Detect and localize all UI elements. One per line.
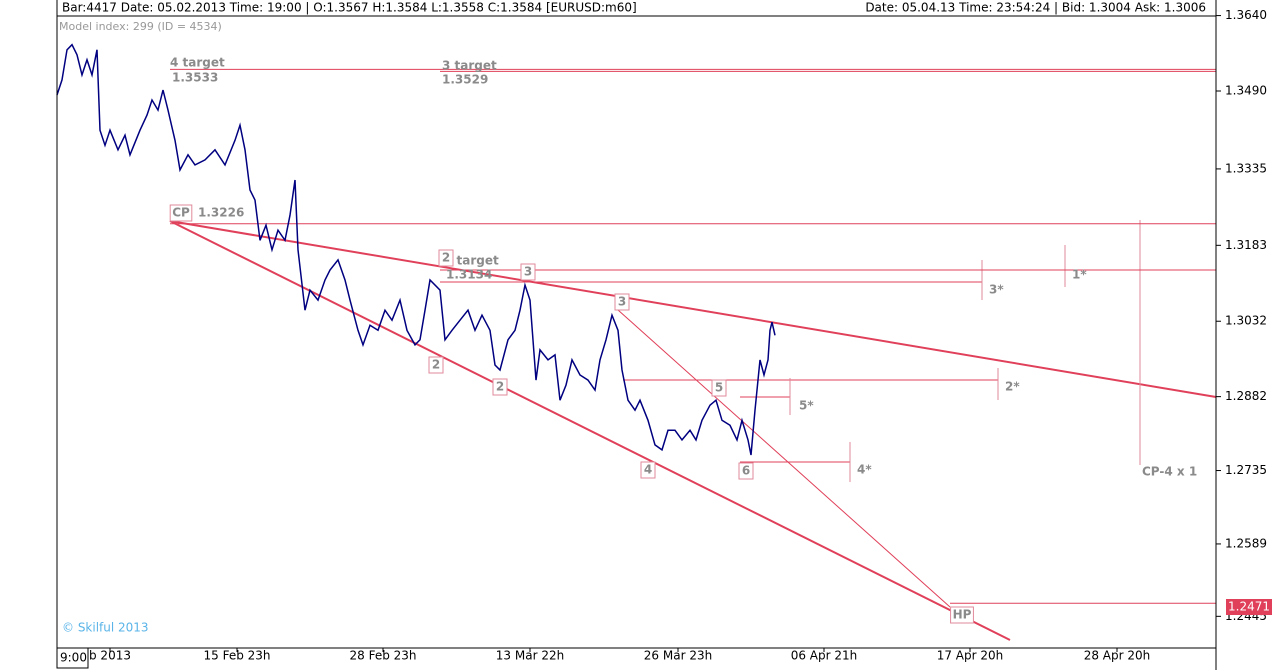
wave-label: 2 (432, 358, 440, 372)
level-price-label: 1.2471 (1228, 600, 1270, 614)
wave-label-box (520, 263, 536, 281)
x-tick-label: 06 Apr 21h (791, 649, 858, 663)
projection-label: 1* (1072, 268, 1087, 282)
x-tick-label: b 2013 (89, 649, 131, 663)
y-tick-label: 1.2735 (1225, 463, 1267, 477)
y-tick-label: 1.3335 (1225, 161, 1267, 175)
y-tick-label: 1.3490 (1225, 83, 1267, 97)
x-tick-label: 17 Apr 20h (937, 649, 1004, 663)
x-tick-label: 28 Feb 23h (349, 649, 416, 663)
thin-trend-line (617, 309, 951, 608)
level-label: 2 target (444, 254, 499, 268)
wave-label: 5 (715, 381, 723, 395)
x-tick-label: 28 Apr 20h (1084, 649, 1151, 663)
level-label-box (950, 606, 974, 624)
level-value: 1.3529 (442, 73, 488, 87)
level-label-box (169, 204, 193, 222)
header-left: Bar:4417 Date: 05.02.2013 Time: 19:00 | … (62, 1, 637, 15)
level-value: 1.3533 (172, 71, 218, 85)
level-label: HP (953, 608, 972, 622)
copyright: © Skilful 2013 (62, 621, 149, 635)
level-price-box (1226, 599, 1272, 615)
y-tick-label: 1.3032 (1225, 314, 1267, 328)
wave-label-box (614, 293, 630, 311)
level-label: CP (172, 206, 190, 220)
y-tick-label: 1.3183 (1225, 238, 1267, 252)
wave-label: 4 (644, 463, 652, 477)
wave-label: 6 (742, 464, 750, 478)
projection-label: 5* (799, 399, 814, 413)
wave-label-box (738, 462, 754, 480)
x-tick-label: 13 Mar 22h (496, 649, 564, 663)
y-tick-label: 1.2882 (1225, 389, 1267, 403)
wave-label: 2 (496, 380, 504, 394)
wave-label: 3 (618, 295, 626, 309)
level-label: 3 target (442, 59, 497, 73)
wave-label: 2 (442, 251, 450, 265)
wave-label-box (492, 378, 508, 396)
x-tick-label: 15 Feb 23h (203, 649, 270, 663)
level-value: 1.3134 (446, 268, 492, 282)
y-tick-label: 1.2589 (1225, 536, 1267, 550)
level-value: 1.3226 (198, 206, 244, 220)
wave-label-box (640, 461, 656, 479)
level-label: 4 target (170, 56, 225, 70)
price-line (56, 43, 776, 456)
wave-label: 3 (524, 265, 532, 279)
header-right: Date: 05.04.13 Time: 23:54:24 | Bid: 1.3… (865, 1, 1206, 15)
projection-note: CP-4 x 1 (1142, 465, 1197, 479)
wave-label-box (428, 356, 444, 374)
time-box (56, 647, 89, 669)
time-box-label: 9:00 (60, 651, 87, 665)
y-tick-label: 1.3640 (1225, 8, 1267, 22)
projection-ticks (789, 220, 1141, 482)
projection-label: 3* (989, 283, 1004, 297)
wave-label-box (711, 379, 727, 397)
x-tick-label: 26 Mar 23h (644, 649, 712, 663)
projection-label: 4* (857, 463, 872, 477)
upper-trend-line (169, 220, 1217, 398)
wave-label-box (438, 249, 454, 267)
projection-label: 2* (1005, 380, 1020, 394)
model-label: Model index: 299 (ID = 4534) (59, 20, 222, 33)
